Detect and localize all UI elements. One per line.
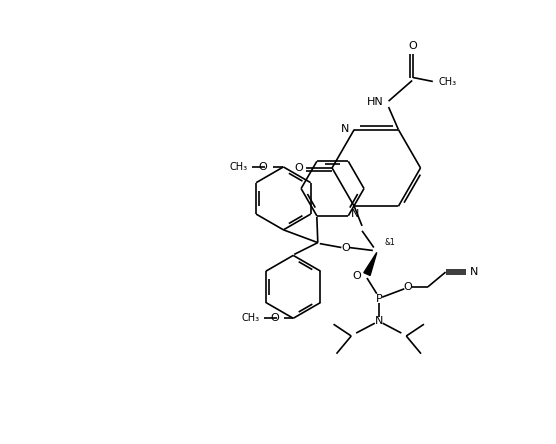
Text: P: P	[375, 293, 382, 304]
Text: CH₃: CH₃	[439, 77, 457, 87]
Text: O: O	[404, 282, 413, 292]
Polygon shape	[364, 253, 377, 275]
Text: CH₃: CH₃	[230, 162, 248, 172]
Text: O: O	[409, 41, 418, 51]
Text: O: O	[353, 270, 361, 281]
Text: N: N	[341, 123, 349, 134]
Text: N: N	[351, 209, 359, 219]
Text: CH₃: CH₃	[242, 313, 260, 323]
Text: &1: &1	[385, 238, 395, 246]
Text: HN: HN	[367, 97, 384, 107]
Text: O: O	[259, 162, 267, 172]
Text: N: N	[375, 316, 383, 326]
Text: N: N	[470, 267, 479, 277]
Text: O: O	[341, 242, 350, 253]
Text: O: O	[294, 163, 303, 173]
Text: O: O	[270, 313, 279, 323]
